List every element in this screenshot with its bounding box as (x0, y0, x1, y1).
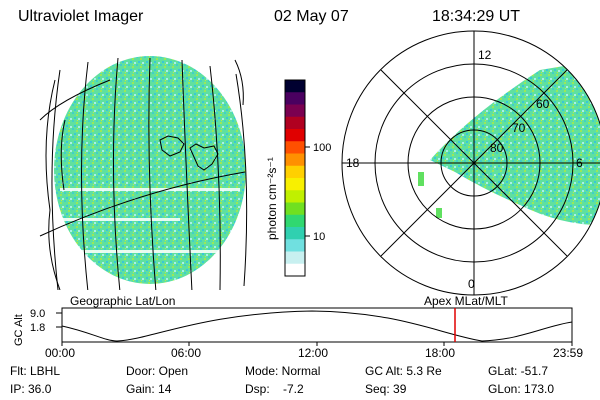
time-tick-3: 18:00 (425, 346, 455, 360)
time-label: 18:34:29 UT (432, 8, 521, 25)
colorbar-tick-10: 10 (313, 231, 325, 243)
colorbar-segment (285, 116, 305, 130)
status-seq: Seq: 39 (365, 382, 407, 396)
colorbar (285, 80, 305, 277)
status-gc-alt: GC Alt: 5.3 Re (365, 364, 442, 378)
time-tick-1: 06:00 (171, 346, 201, 360)
status-glat: GLat: -51.7 (488, 364, 549, 378)
colorbar-segment (285, 178, 305, 191)
colorbar-segment (285, 165, 305, 179)
status-filter: Flt: LBHL (10, 364, 61, 378)
colorbar-segment (285, 129, 305, 142)
colorbar-segment (285, 190, 305, 203)
lat-label-80: 80 (490, 141, 504, 155)
polar-grid (341, 30, 600, 296)
time-tick-0: 00:00 (45, 346, 75, 360)
time-tick-2: 12:00 (298, 346, 328, 360)
alt-tick-1.8: 1.8 (30, 322, 45, 334)
colorbar-segment (285, 251, 305, 265)
colorbar-segment (285, 227, 305, 240)
colorbar-segment (285, 80, 305, 93)
colorbar-segment (285, 104, 305, 118)
polar-image (418, 60, 600, 225)
altitude-curve (61, 310, 573, 342)
colorbar-segment (285, 153, 305, 167)
geographic-label: Geographic Lat/Lon (70, 294, 175, 308)
mlt-label-0: 0 (468, 277, 475, 291)
colorbar-segment (285, 202, 305, 216)
alt-tick-9: 9.0 (30, 308, 45, 320)
mlt-label-18: 18 (346, 156, 360, 170)
status-ip: IP: 36.0 (10, 382, 52, 396)
time-tick-4: 23:59 (553, 346, 583, 360)
colorbar-segment (285, 263, 305, 277)
mlt-label-12: 12 (478, 48, 492, 62)
date-label: 02 May 07 (274, 8, 349, 25)
colorbar-tick-100: 100 (313, 142, 331, 154)
status-mode: Mode: Normal (245, 364, 321, 378)
altitude-plot-frame (61, 307, 573, 343)
status-door: Door: Open (126, 364, 189, 378)
lat-label-70: 70 (512, 121, 526, 135)
colorbar-segment (285, 141, 305, 154)
colorbar-unit-label: photon cm⁻²s⁻¹ (265, 157, 279, 240)
geographic-image (39, 56, 248, 290)
status-dsp: Dsp: -7.2 (245, 382, 304, 396)
mlt-label-6: 6 (576, 156, 583, 170)
colorbar-segment (285, 92, 305, 105)
colorbar-segment (285, 239, 305, 252)
status-gain: Gain: 14 (126, 382, 172, 396)
apex-label: Apex MLat/MLT (424, 294, 508, 308)
status-glon: GLon: 173.0 (488, 382, 555, 396)
colorbar-segment (285, 214, 305, 228)
alt-ylabel: GC Alt (13, 314, 25, 346)
lat-label-60: 60 (536, 97, 550, 111)
instrument-title: Ultraviolet Imager (18, 8, 144, 25)
